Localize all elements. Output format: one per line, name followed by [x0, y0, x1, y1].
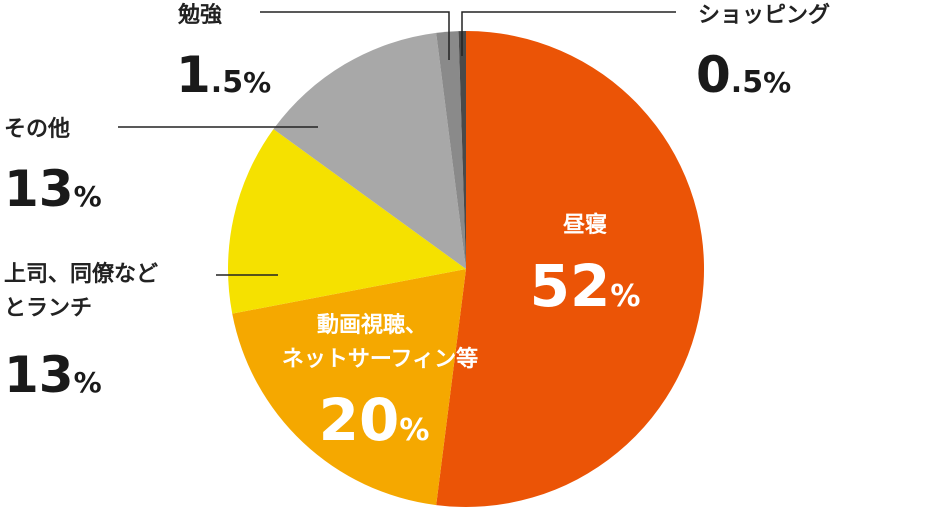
slice-study	[436, 31, 466, 270]
label-study: 勉強	[177, 2, 222, 28]
label-nap: 昼寝	[563, 212, 607, 238]
value-nap: 52%	[530, 252, 641, 320]
value-shopping: 0.5%	[696, 46, 791, 104]
label-video-line1: 動画視聴、	[317, 313, 427, 338]
label-lunch-line1: 上司、同僚など	[4, 261, 158, 287]
pie-slices	[228, 31, 705, 507]
slice-video	[232, 269, 466, 506]
slice-shopping	[458, 31, 466, 269]
value-other: 13%	[4, 160, 102, 218]
slice-nap	[436, 31, 705, 507]
value-video: 20%	[319, 386, 430, 454]
value-lunch: 13%	[4, 346, 102, 404]
leader-shopping	[461, 11, 676, 56]
slice-other	[273, 32, 466, 269]
slice-lunch	[228, 129, 466, 314]
leader-lines	[118, 11, 676, 276]
value-study: 1.5%	[176, 46, 271, 104]
label-video-line2: ネットサーフィン等	[282, 346, 478, 372]
leader-study	[260, 11, 450, 60]
label-shopping: ショッピング	[698, 2, 830, 28]
label-other: その他	[4, 117, 70, 142]
label-lunch-line2: とランチ	[4, 296, 92, 321]
